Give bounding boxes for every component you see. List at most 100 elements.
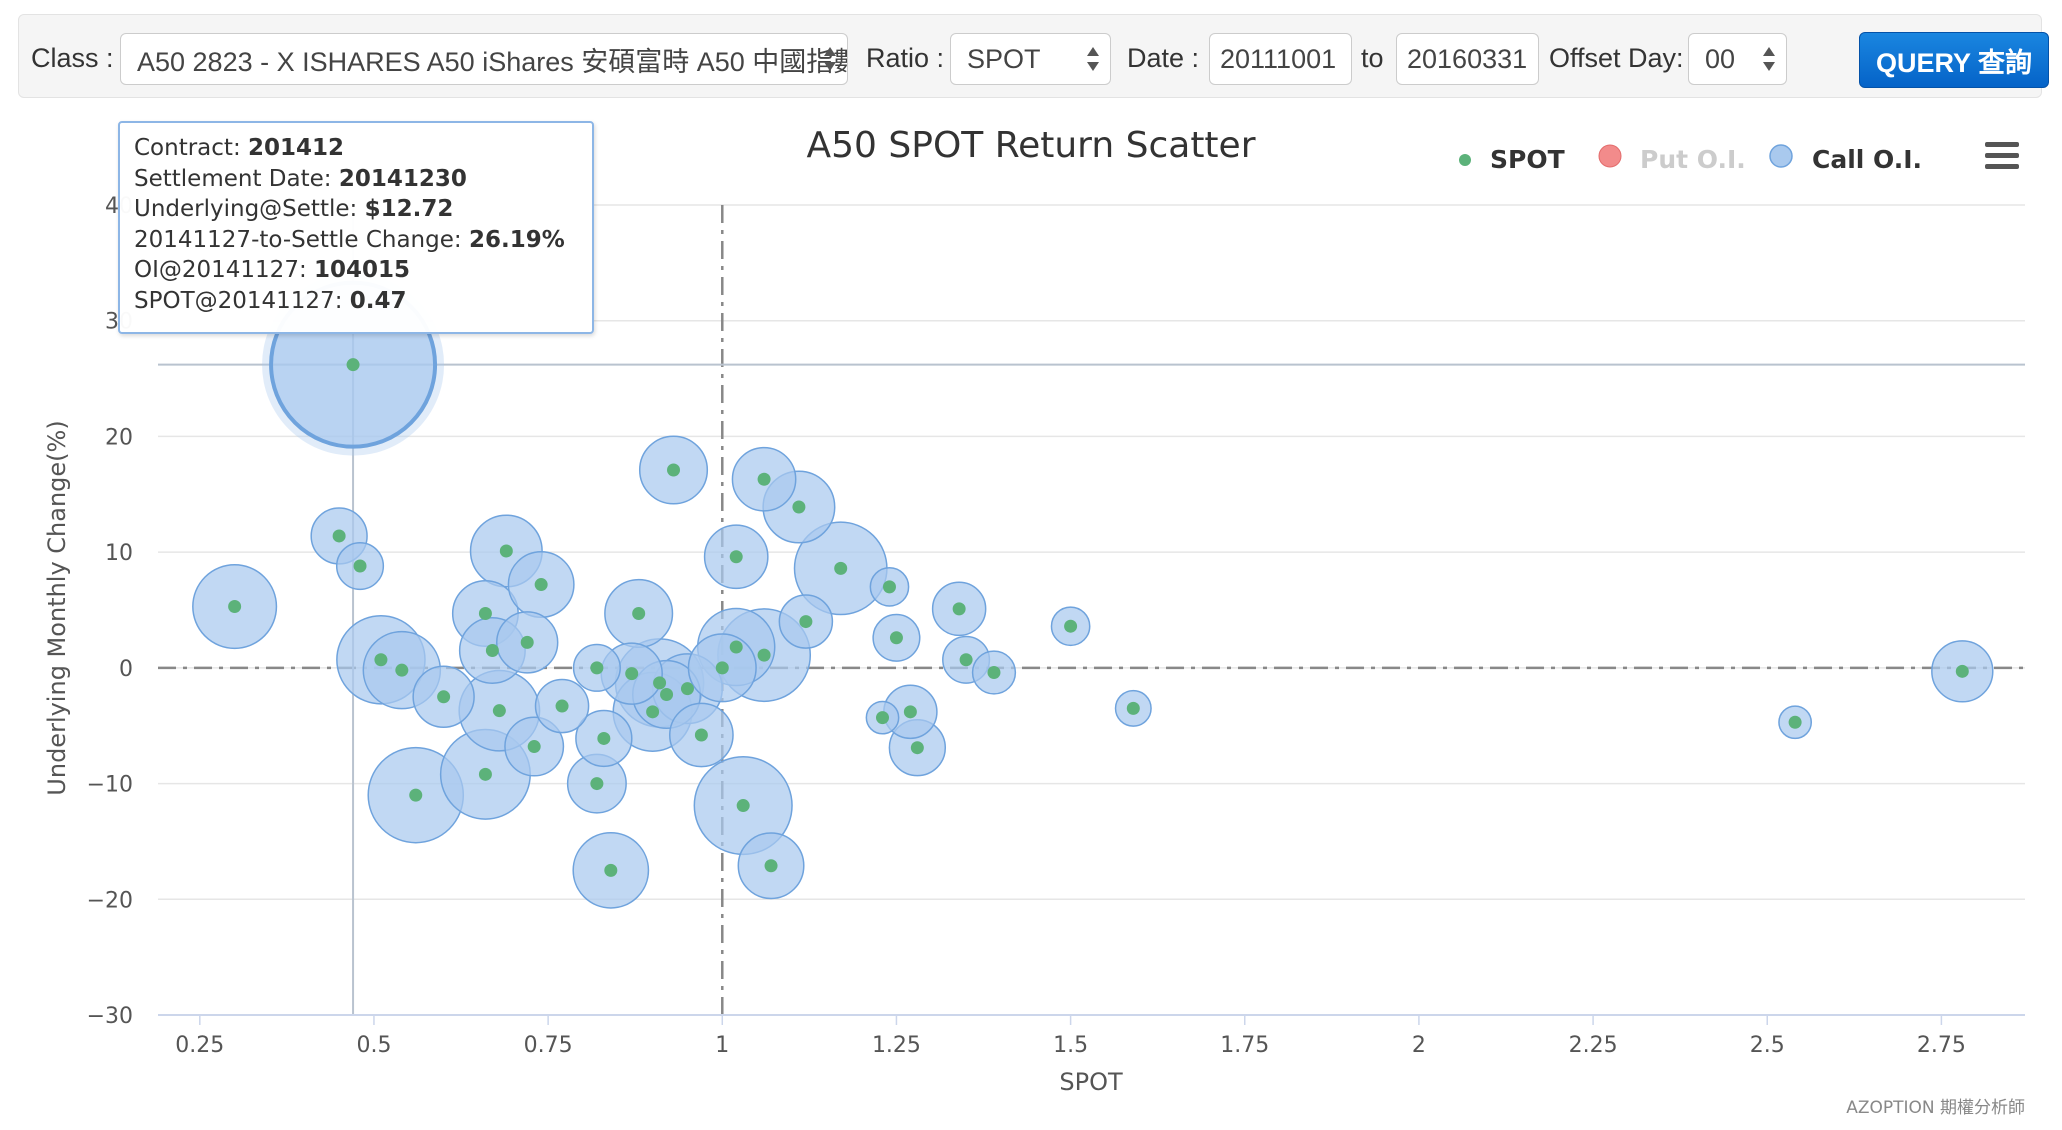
spot-point xyxy=(757,472,771,486)
spot-point xyxy=(834,561,848,575)
select-arrows-icon xyxy=(1085,43,1101,75)
tooltip-change-label: 20141127-to-Settle Change: xyxy=(134,226,462,253)
spot-point xyxy=(520,635,534,649)
spot-point xyxy=(715,661,729,675)
class-label: Class : xyxy=(31,43,114,73)
date-to-input[interactable]: 20160331 xyxy=(1396,33,1539,85)
spot-point xyxy=(1064,619,1078,633)
legend: SPOT Put O.I. Call O.I. xyxy=(1459,144,1922,174)
date-from-value: 20111001 xyxy=(1220,43,1337,74)
spot-point xyxy=(646,705,660,719)
class-select-value: A50 2823 - X ISHARES A50 iShares 安碩富時 A5… xyxy=(137,46,848,77)
spot-point xyxy=(492,704,506,718)
spot-point xyxy=(987,665,1001,679)
spot-point xyxy=(485,644,499,657)
tooltip-settle-label: Settlement Date: xyxy=(134,165,332,192)
tooltip-underlying-value: $12.72 xyxy=(364,196,454,222)
spot-point xyxy=(555,699,569,713)
spot-point xyxy=(478,606,492,620)
spot-point xyxy=(590,777,604,791)
spot-point xyxy=(597,731,611,745)
x-tick-label: 2.75 xyxy=(1917,1033,1966,1058)
y-tick-label: −10 xyxy=(87,773,133,798)
tooltip-oi-value: 104015 xyxy=(314,257,411,283)
x-tick-label: 0.25 xyxy=(175,1033,224,1058)
x-tick-label: 2 xyxy=(1412,1033,1426,1058)
select-arrows-icon xyxy=(822,43,838,75)
spot-point xyxy=(903,705,917,719)
ratio-select[interactable]: SPOT xyxy=(950,33,1111,85)
legend-item-spot[interactable]: SPOT xyxy=(1459,145,1565,174)
tooltip-oi-label: OI@20141127: xyxy=(134,257,307,283)
spot-point xyxy=(799,615,813,629)
call-oi-bubbles xyxy=(192,273,1994,909)
spot-legend-marker xyxy=(1459,154,1471,166)
chart-menu-icon[interactable] xyxy=(1985,142,2019,169)
y-axis-title: Underlying Monthly Change(%) xyxy=(43,420,71,795)
spot-point xyxy=(499,544,513,558)
tooltip-change-value: 26.19% xyxy=(468,226,565,253)
spot-point xyxy=(1788,715,1802,729)
select-arrows-icon xyxy=(1761,43,1777,75)
x-tick-label: 2.5 xyxy=(1750,1033,1785,1058)
offset-day-label: Offset Day: xyxy=(1549,43,1684,73)
spot-point xyxy=(590,661,604,675)
x-tick-label: 1.5 xyxy=(1053,1033,1088,1058)
legend-label-call-oi: Call O.I. xyxy=(1812,145,1922,174)
spot-point xyxy=(736,799,750,813)
spot-point xyxy=(729,640,743,654)
spot-point xyxy=(437,690,451,704)
spot-points xyxy=(228,358,1969,877)
offset-day-value: 00 xyxy=(1705,43,1736,74)
legend-label-spot: SPOT xyxy=(1490,145,1565,174)
x-tick-label: 0.5 xyxy=(356,1033,391,1058)
spot-point xyxy=(889,631,903,645)
spot-point xyxy=(1955,664,1969,678)
spot-point xyxy=(680,682,694,696)
tooltip-spot-label: SPOT@20141127: xyxy=(134,287,343,314)
query-button[interactable]: QUERY 查詢 xyxy=(1859,32,2049,88)
spot-point xyxy=(332,529,346,543)
spot-point xyxy=(534,578,548,592)
tooltip-settle-value: 20141230 xyxy=(338,165,467,192)
tooltip-contract-value: 201412 xyxy=(248,135,345,161)
spot-point xyxy=(694,728,708,742)
put-legend-marker xyxy=(1598,144,1622,168)
chart-credit[interactable]: AZOPTION 期權分析師 xyxy=(1846,1098,2025,1118)
tooltip-spot-value: 0.47 xyxy=(349,287,407,314)
spot-point xyxy=(764,859,778,873)
y-tick-label: 0 xyxy=(119,657,133,682)
offset-day-select[interactable]: 00 xyxy=(1688,33,1787,85)
ratio-select-value: SPOT xyxy=(967,43,1041,74)
spot-point xyxy=(729,550,743,564)
spot-point xyxy=(346,358,360,372)
spot-point xyxy=(353,559,367,573)
spot-point xyxy=(792,500,806,514)
x-tick-label: 1.25 xyxy=(872,1033,921,1058)
spot-point xyxy=(667,463,681,477)
tooltip-contract-label: Contract: xyxy=(134,135,241,161)
spot-point xyxy=(757,648,771,662)
y-tick-label: 20 xyxy=(105,425,133,450)
spot-point xyxy=(625,667,639,681)
legend-item-put-oi[interactable]: Put O.I. xyxy=(1598,144,1746,174)
spot-point xyxy=(952,602,966,616)
spot-point xyxy=(1126,701,1140,715)
legend-item-call-oi[interactable]: Call O.I. xyxy=(1769,144,1922,174)
ratio-label: Ratio : xyxy=(866,43,945,73)
date-label: Date : xyxy=(1127,43,1200,73)
x-tick-label: 0.75 xyxy=(524,1033,573,1058)
spot-point xyxy=(527,740,541,754)
spot-point xyxy=(632,606,646,620)
class-select[interactable]: A50 2823 - X ISHARES A50 iShares 安碩富時 A5… xyxy=(120,33,848,85)
query-toolbar: Class : A50 2823 - X ISHARES A50 iShares… xyxy=(18,14,2049,98)
spot-point xyxy=(478,767,492,781)
spot-point xyxy=(882,580,896,594)
spot-point xyxy=(228,600,242,614)
spot-point xyxy=(876,711,890,725)
x-tick-label: 2.25 xyxy=(1569,1033,1618,1058)
date-from-input[interactable]: 20111001 xyxy=(1209,33,1352,85)
axes: 403020100−10−20−300.250.50.7511.251.51.7… xyxy=(87,194,2025,1058)
to-label: to xyxy=(1361,43,1384,73)
x-tick-label: 1 xyxy=(715,1033,729,1058)
